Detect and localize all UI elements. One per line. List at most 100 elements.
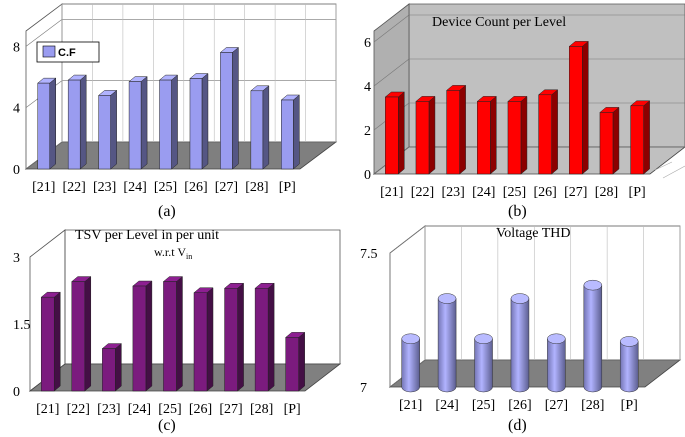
panel-a-bar-side — [293, 94, 300, 170]
panel-b-bar-side — [459, 84, 466, 175]
panel-c-bar — [102, 348, 116, 392]
panel-b-bar-side — [551, 89, 558, 175]
panel-a-bar-side — [110, 89, 117, 170]
panel-b-xtick-label: [P] — [629, 185, 646, 200]
panel-a-ytick-label: 0 — [13, 163, 20, 178]
panel-a-xtick-label: [21] — [32, 180, 55, 195]
panel-a-ytick-label: 4 — [13, 102, 20, 117]
panel-c-xtick-label: [24] — [128, 402, 151, 417]
panel-a-xtick-label: [26] — [184, 180, 207, 195]
panel-c-xtick-label: [27] — [219, 402, 242, 417]
panel-d-bar — [619, 341, 639, 393]
panel-b-xtick-label: [24] — [472, 185, 495, 200]
panel-c-ytick-label: 3 — [13, 251, 20, 266]
panel-d-xtick-label: [24] — [435, 398, 458, 413]
panel-a-bar — [189, 78, 203, 170]
panel-a-ytick-label: 8 — [13, 40, 20, 55]
caption-b: (b) — [508, 203, 527, 220]
panel-c-xtick-label: [26] — [189, 402, 212, 417]
panel-d-bar-top — [401, 333, 420, 345]
panel-b-title: Device Count per Level — [432, 15, 566, 30]
panel-d-bar-top — [583, 279, 603, 291]
panel-b-bar — [477, 101, 491, 175]
panel-a-legend-swatch — [42, 45, 56, 58]
panel-d-xtick-label: [27] — [545, 398, 568, 413]
panel-c-bar — [40, 296, 55, 392]
panel-b-bar-side — [582, 40, 589, 175]
panel-c-bar — [285, 337, 299, 392]
panel-a-bar — [220, 52, 233, 170]
panel-b-bar-side — [643, 100, 650, 175]
panel-b-gridline — [373, 14, 410, 43]
panel-d-chart: 7 7.5 [21] [24] [25] [26] [27] [28] [P] — [360, 225, 682, 413]
panel-a-xtick-label: [28] — [245, 180, 268, 195]
panel-d-bar-top — [547, 333, 566, 345]
panel-b-xtick-label: [26] — [533, 185, 556, 200]
panel-b-ytick-label: 6 — [364, 36, 371, 51]
panel-b-bar-side — [398, 91, 405, 175]
panel-d-bar — [547, 338, 566, 393]
panel-b-bar — [538, 94, 552, 175]
panel-a-gridline — [25, 19, 63, 47]
panel-a-bar-side — [232, 46, 239, 170]
panel-c-bar-side — [53, 291, 61, 392]
caption-a: (a) — [158, 203, 176, 220]
panel-d-ytick-label: 7 — [360, 381, 367, 396]
panel-a-legend-label: C.F — [58, 47, 76, 59]
panel-d-bar — [583, 284, 603, 393]
panel-c-xtick-label: [23] — [97, 402, 120, 417]
panel-a-xtick-label: [P] — [279, 180, 296, 195]
panel-a-bar — [67, 79, 81, 170]
panel-b-ytick-label: 0 — [364, 168, 371, 183]
panel-d-xtick-label: [28] — [581, 398, 604, 413]
panel-c-bar — [224, 288, 238, 392]
panel-d-ytick-label: 7.5 — [360, 247, 378, 262]
panel-a-xtick-label: [22] — [63, 180, 86, 195]
panel-b-bar — [385, 96, 399, 175]
panel-b-bar — [507, 101, 522, 175]
panel-d-xtick-label: [25] — [472, 398, 495, 413]
panel-c-bar — [132, 285, 147, 392]
panel-c-chart: 0 1.5 3 [21] [22] [23] [24] [25] [26] [27] [28] [P] — [13, 229, 342, 417]
panel-a-bar — [37, 82, 50, 170]
panel-d-bar — [474, 338, 493, 393]
panel-d-bar-top — [437, 293, 457, 304]
panel-c-title: TSV per Level in per unit — [75, 228, 219, 243]
panel-b-xtick-label: [23] — [441, 185, 464, 200]
panel-b-xtick-label: [28] — [595, 185, 618, 200]
panel-a-xtick-label: [25] — [154, 180, 177, 195]
panel-a-bar-side — [171, 74, 178, 170]
panel-b-xtick-label: [27] — [564, 185, 587, 200]
panel-b-bar-side — [612, 106, 620, 175]
panel-b-bar — [599, 112, 614, 175]
panel-a-bar-side — [201, 72, 209, 170]
panel-a-xtick-label: [27] — [215, 180, 238, 195]
panel-b-bar-side — [520, 95, 528, 175]
panel-c-ytick-label: 0 — [13, 385, 20, 400]
panel-b-bar-side — [428, 95, 436, 175]
panel-a-bar — [128, 81, 142, 170]
panel-c-bar-side — [84, 276, 92, 392]
panel-d-bar — [437, 298, 457, 393]
panel-c-bar-side — [145, 280, 153, 392]
panel-a-chart: 0 4 8 [21] [22] [23] [24] [25] [26] [27] [28] [P] — [13, 3, 338, 195]
panel-c-bar — [193, 292, 208, 392]
panel-b-gridline — [373, 58, 410, 87]
panel-c-bar — [71, 281, 86, 392]
panel-a-bar — [281, 99, 294, 170]
panel-b-xtick-label: [22] — [411, 185, 434, 200]
panel-c-xtick-label: [21] — [36, 402, 59, 417]
panel-c-bar-side — [115, 343, 122, 392]
panel-c-bar-side — [267, 282, 275, 392]
panel-d-bar-top — [619, 336, 639, 347]
panel-b-ytick-label: 2 — [364, 124, 371, 139]
panel-c-bar-side — [176, 276, 183, 392]
panel-a-bar-side — [262, 85, 270, 170]
panel-a-xtick-label: [24] — [123, 180, 146, 195]
panel-d-bar — [510, 298, 530, 393]
panel-b-bar — [446, 90, 460, 175]
panel-c-ytick-label: 1.5 — [13, 318, 31, 333]
panel-a-bar — [250, 90, 264, 170]
panel-c-xtick-label: [25] — [158, 402, 181, 417]
